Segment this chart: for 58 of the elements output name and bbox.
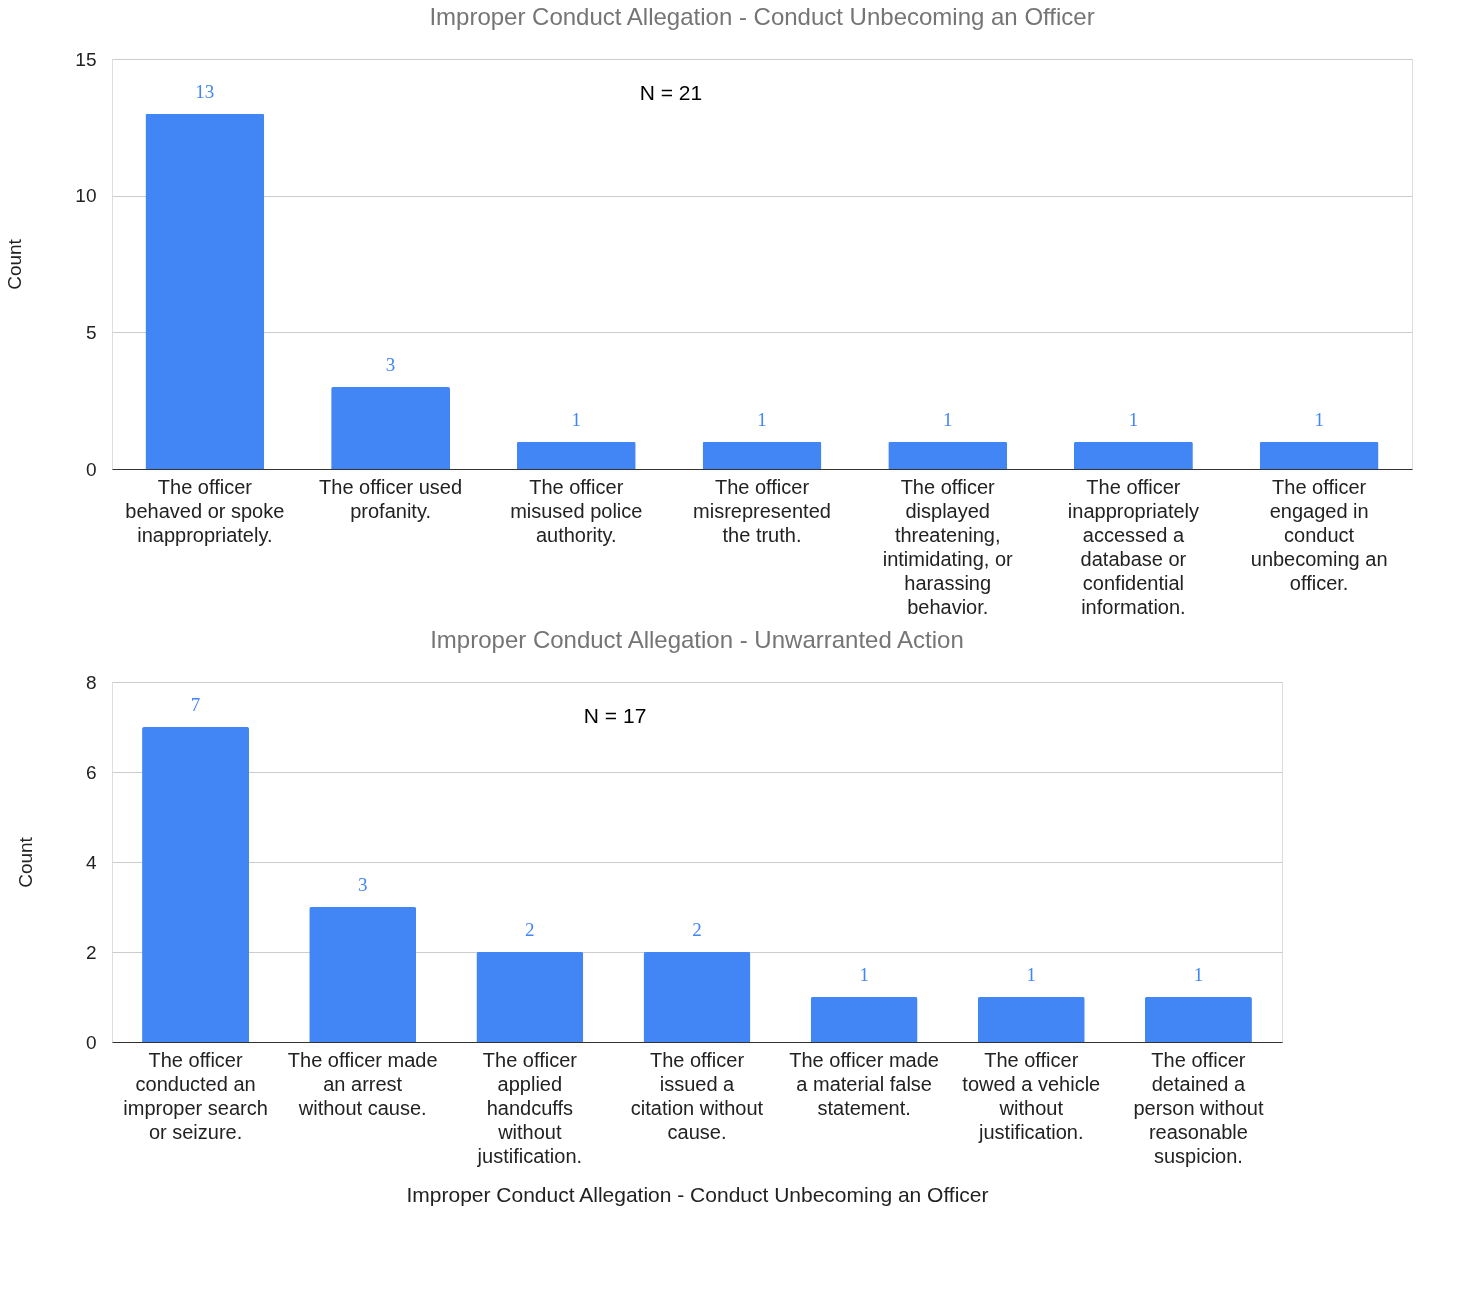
- bar: [810, 997, 918, 1042]
- y-tick-label: 2: [85, 941, 97, 963]
- annotation: N = 21: [639, 81, 703, 104]
- x-tick-label: The officer misused police authority.: [510, 475, 643, 546]
- bar: [702, 441, 822, 469]
- data-label: 13: [195, 80, 215, 102]
- bar: [476, 952, 584, 1042]
- bar: [516, 441, 636, 469]
- bar: [145, 113, 265, 469]
- x-tick-label: The officer misrepresented the truth.: [693, 475, 831, 546]
- data-label: 1: [1193, 964, 1204, 985]
- y-tick-label: 4: [85, 851, 97, 873]
- bar: [1074, 441, 1193, 469]
- y-tick-label: 0: [85, 458, 97, 480]
- data-label: 1: [942, 408, 953, 430]
- y-tick-label: 0: [85, 1031, 97, 1053]
- x-tick-label: The officer displayed threatening, intimidating, or harassing behavior.: [882, 475, 1014, 618]
- bar: [643, 952, 751, 1042]
- x-tick-label: The officer detained a person without reasonable suspicion.: [1133, 1048, 1264, 1167]
- data-label: 1: [757, 408, 767, 430]
- data-label: 2: [525, 919, 535, 940]
- x-tick-label: The officer made a material false statement.: [789, 1048, 939, 1119]
- data-label: 1: [1026, 964, 1037, 985]
- x-tick-label: The officer issued a citation without cause.: [630, 1048, 764, 1143]
- data-label: 7: [190, 694, 201, 715]
- annotation: N = 17: [583, 704, 647, 727]
- x-tick-label: The officer towed a vehicle without justification.: [962, 1048, 1101, 1143]
- bar: [1144, 997, 1252, 1042]
- x-tick-label: The officer inappropriately accessed a database or confidential information.: [1067, 475, 1200, 618]
- data-label: 2: [692, 919, 702, 940]
- x-tick-label: The officer engaged in conduct unbecoming an officer.: [1250, 475, 1388, 594]
- bar: [331, 387, 450, 469]
- y-tick-label: 5: [85, 321, 97, 343]
- bar: [1259, 441, 1379, 469]
- bar: [142, 727, 250, 1042]
- x-tick-label: The officer behaved or spoke inappropriately.: [125, 475, 285, 546]
- data-label: 1: [1128, 408, 1139, 430]
- x-axis-title: Improper Conduct Allegation - Conduct Unbecoming an Officer: [406, 1182, 989, 1206]
- x-tick-label: The officer conducted an improper search or seizure.: [123, 1048, 268, 1143]
- chart-title: Improper Conduct Allegation - Conduct Unbecoming an Officer: [429, 3, 1095, 30]
- bar: [977, 997, 1085, 1042]
- x-tick-label: The officer applied handcuffs without justification.: [476, 1048, 583, 1167]
- y-axis-title: Count: [14, 836, 36, 888]
- x-tick-label: The officer made an arrest without cause.: [287, 1048, 438, 1119]
- y-tick-label: 8: [85, 671, 97, 693]
- bar: [888, 441, 1008, 469]
- data-label: 1: [859, 964, 869, 985]
- x-tick-label: The officer used profanity.: [319, 475, 463, 522]
- chart-title: Improper Conduct Allegation - Unwarranted Action: [430, 626, 964, 653]
- y-tick-label: 6: [85, 761, 97, 783]
- y-tick-label: 15: [75, 48, 97, 70]
- y-axis-title: Count: [4, 238, 26, 290]
- data-label: 3: [385, 354, 396, 375]
- data-label: 3: [357, 874, 368, 895]
- data-label: 1: [571, 408, 582, 430]
- data-label: 1: [1314, 408, 1324, 430]
- bar: [309, 907, 417, 1042]
- y-tick-label: 10: [75, 185, 97, 207]
